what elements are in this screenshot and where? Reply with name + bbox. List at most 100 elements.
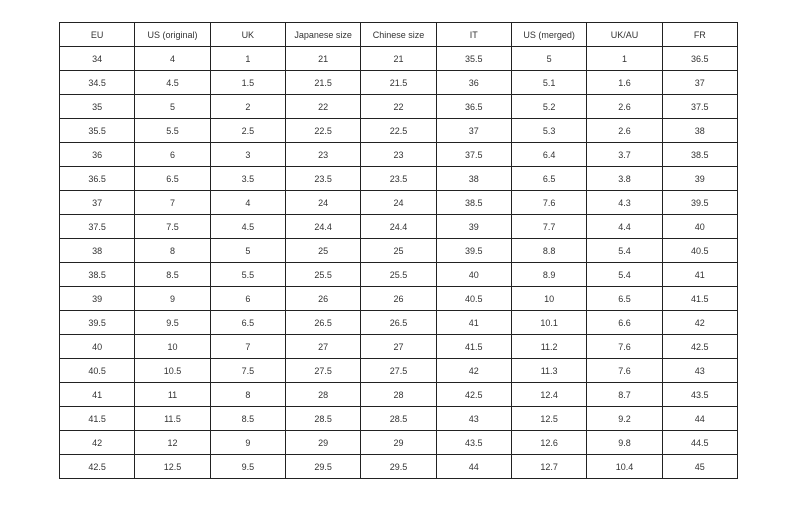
table-cell: 35.5 <box>435 46 512 71</box>
table-row: 39.5 9.5 6.5 26.5 26.5 41 10.1 6.6 42 <box>58 310 739 335</box>
table-cell: 25.5 <box>360 262 437 287</box>
table-cell: 8 <box>209 382 286 407</box>
table-cell: 4 <box>134 46 211 71</box>
table-cell: 45 <box>661 454 739 479</box>
table-cell: 29 <box>360 430 437 455</box>
table-cell: 37.5 <box>435 142 512 167</box>
table-row: 37.5 7.5 4.5 24.4 24.4 39 7.7 4.4 40 <box>58 214 739 239</box>
table-row: 35 5 2 22 22 36.5 5.2 2.6 37.5 <box>58 94 739 119</box>
table-cell: 27.5 <box>360 358 437 383</box>
table-cell: 6 <box>134 142 211 167</box>
table-cell: 12.5 <box>510 406 588 431</box>
table-cell: 5.1 <box>510 70 588 95</box>
table-cell: 11.3 <box>510 358 588 383</box>
column-header: US (original) <box>134 22 211 47</box>
table-cell: 24 <box>360 190 437 215</box>
table-row: 40.5 10.5 7.5 27.5 27.5 42 11.3 7.6 43 <box>58 358 739 383</box>
table-cell: 5.4 <box>586 262 663 287</box>
table-cell: 24.4 <box>284 214 362 239</box>
table-cell: 36.5 <box>661 46 739 71</box>
table-cell: 8.8 <box>510 238 588 263</box>
table-cell: 2.6 <box>586 118 663 143</box>
column-header: UK/AU <box>586 22 663 47</box>
table-cell: 2.5 <box>209 118 286 143</box>
table-cell: 6.5 <box>510 166 588 191</box>
table-cell: 39 <box>661 166 739 191</box>
column-header: FR <box>661 22 739 47</box>
table-cell: 37 <box>661 70 739 95</box>
table-cell: 10.4 <box>586 454 663 479</box>
table-row: 37 7 4 24 24 38.5 7.6 4.3 39.5 <box>58 190 739 215</box>
table-cell: 26.5 <box>360 310 437 335</box>
table-cell: 21 <box>284 46 362 71</box>
table-cell: 5.3 <box>510 118 588 143</box>
table-cell: 22.5 <box>284 118 362 143</box>
table-cell: 8.7 <box>586 382 663 407</box>
table-cell: 4.3 <box>586 190 663 215</box>
table-cell: 9 <box>209 430 286 455</box>
table-cell: 38 <box>661 118 739 143</box>
table-cell: 34 <box>58 46 136 71</box>
table-row: 42.5 12.5 9.5 29.5 29.5 44 12.7 10.4 45 <box>58 454 739 479</box>
table-cell: 42.5 <box>58 454 136 479</box>
table-cell: 37 <box>435 118 512 143</box>
table-row: 34 4 1 21 21 35.5 5 1 36.5 <box>58 46 739 71</box>
table-cell: 36.5 <box>435 94 512 119</box>
table-cell: 1 <box>586 46 663 71</box>
table-cell: 26 <box>360 286 437 311</box>
table-cell: 40 <box>58 334 136 359</box>
table-cell: 29.5 <box>360 454 437 479</box>
table-cell: 10.1 <box>510 310 588 335</box>
table-cell: 41 <box>661 262 739 287</box>
table-cell: 1 <box>209 46 286 71</box>
table-row: 36 6 3 23 23 37.5 6.4 3.7 38.5 <box>58 142 739 167</box>
table-cell: 26.5 <box>284 310 362 335</box>
table-cell: 5.2 <box>510 94 588 119</box>
table-cell: 22 <box>360 94 437 119</box>
table-cell: 43.5 <box>661 382 739 407</box>
table-cell: 7 <box>134 190 211 215</box>
table-cell: 22.5 <box>360 118 437 143</box>
table-cell: 23 <box>284 142 362 167</box>
table-cell: 7.5 <box>209 358 286 383</box>
table-cell: 37.5 <box>661 94 739 119</box>
table-cell: 41 <box>58 382 136 407</box>
table-cell: 4.5 <box>134 70 211 95</box>
table-cell: 40.5 <box>435 286 512 311</box>
table-cell: 8.9 <box>510 262 588 287</box>
table-cell: 3.7 <box>586 142 663 167</box>
table-cell: 44 <box>435 454 512 479</box>
table-cell: 38 <box>58 238 136 263</box>
table-cell: 28 <box>360 382 437 407</box>
table-row: 42 12 9 29 29 43.5 12.6 9.8 44.5 <box>58 430 739 455</box>
table-row: 34.5 4.5 1.5 21.5 21.5 36 5.1 1.6 37 <box>58 70 739 95</box>
table-row: 41.5 11.5 8.5 28.5 28.5 43 12.5 9.2 44 <box>58 406 739 431</box>
table-cell: 6.5 <box>586 286 663 311</box>
table-cell: 28.5 <box>360 406 437 431</box>
table-cell: 3.8 <box>586 166 663 191</box>
table-cell: 41.5 <box>435 334 512 359</box>
table-cell: 24.4 <box>360 214 437 239</box>
table-cell: 41.5 <box>58 406 136 431</box>
table-cell: 27.5 <box>284 358 362 383</box>
table-cell: 28 <box>284 382 362 407</box>
table-cell: 9.2 <box>586 406 663 431</box>
table-cell: 29.5 <box>284 454 362 479</box>
table-cell: 43.5 <box>435 430 512 455</box>
table-cell: 25 <box>284 238 362 263</box>
table-row: 41 11 8 28 28 42.5 12.4 8.7 43.5 <box>58 382 739 407</box>
table-cell: 3 <box>209 142 286 167</box>
column-header: UK <box>209 22 286 47</box>
table-cell: 38 <box>435 166 512 191</box>
table-cell: 7.5 <box>134 214 211 239</box>
table-cell: 27 <box>360 334 437 359</box>
table-cell: 9.8 <box>586 430 663 455</box>
table-cell: 35 <box>58 94 136 119</box>
table-cell: 1.6 <box>586 70 663 95</box>
table-cell: 42 <box>661 310 739 335</box>
table-cell: 10 <box>134 334 211 359</box>
table-cell: 27 <box>284 334 362 359</box>
table-cell: 42 <box>435 358 512 383</box>
table-cell: 36 <box>58 142 136 167</box>
table-cell: 6.5 <box>134 166 211 191</box>
